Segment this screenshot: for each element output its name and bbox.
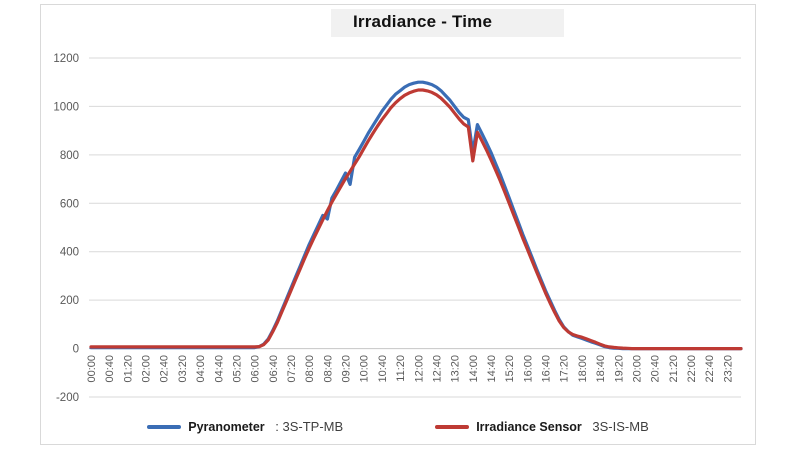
svg-text:16:00: 16:00	[522, 355, 534, 383]
svg-text:13:20: 13:20	[450, 355, 462, 383]
svg-text:04:00: 04:00	[195, 355, 207, 383]
svg-text:20:40: 20:40	[650, 355, 662, 383]
svg-text:02:40: 02:40	[159, 355, 171, 383]
svg-text:07:20: 07:20	[286, 355, 298, 383]
svg-text:06:40: 06:40	[268, 355, 280, 383]
legend-label-irradiance-sensor: Irradiance Sensor	[476, 419, 582, 434]
series-line-pyranometer	[89, 80, 743, 351]
title-highlight-band	[331, 9, 564, 37]
legend-label-pyranometer: Pyranometer	[188, 419, 265, 434]
svg-text:01:20: 01:20	[122, 355, 134, 383]
svg-text:22:40: 22:40	[704, 355, 716, 383]
svg-text:08:00: 08:00	[304, 355, 316, 383]
svg-text:21:20: 21:20	[668, 355, 680, 383]
svg-text:12:00: 12:00	[413, 355, 425, 383]
svg-text:200: 200	[60, 295, 79, 307]
svg-text:800: 800	[60, 150, 79, 162]
svg-text:18:40: 18:40	[595, 355, 607, 383]
svg-text:02:00: 02:00	[141, 355, 153, 383]
svg-text:23:20: 23:20	[722, 355, 734, 383]
svg-text:00:00: 00:00	[86, 355, 98, 383]
svg-text:15:20: 15:20	[504, 355, 516, 383]
legend-line-swatch-red	[435, 424, 470, 429]
svg-text:00:40: 00:40	[104, 355, 116, 383]
svg-text:22:00: 22:00	[686, 355, 698, 383]
legend-model-pyranometer: : 3S-TP-MB	[271, 419, 344, 434]
svg-text:-200: -200	[56, 392, 79, 404]
svg-text:04:40: 04:40	[213, 355, 225, 383]
legend-model-irradiance-sensor: 3S-IS-MB	[588, 419, 649, 434]
svg-text:600: 600	[60, 198, 79, 210]
gridlines	[89, 57, 741, 398]
y-axis-labels: -200 0 200 400 600 800 1000 1200	[53, 53, 79, 404]
svg-text:10:40: 10:40	[377, 355, 389, 383]
svg-text:06:00: 06:00	[250, 355, 262, 383]
chart-frame: Irradiance - Time -200 0 200 400 600 800 1000 1…	[40, 4, 756, 445]
plot-area: -200 0 200 400 600 800 1000 1200 00:00 00:40 01:20…	[53, 53, 743, 404]
svg-text:09:20: 09:20	[341, 355, 353, 383]
series-line-irradiance-sensor	[89, 88, 743, 351]
svg-text:05:20: 05:20	[232, 355, 244, 383]
svg-text:19:20: 19:20	[613, 355, 625, 383]
svg-text:17:20: 17:20	[559, 355, 571, 383]
legend-item-irradiance-sensor: Irradiance Sensor 3S-IS-MB	[435, 419, 649, 434]
x-axis-labels: 00:00 00:40 01:20 02:00 02:40 03:20 04:00 04:40…	[86, 355, 734, 383]
svg-text:1200: 1200	[53, 53, 79, 65]
svg-text:10:00: 10:00	[359, 355, 371, 383]
svg-text:11:20: 11:20	[395, 355, 407, 382]
svg-text:1000: 1000	[53, 101, 79, 113]
svg-text:03:20: 03:20	[177, 355, 189, 383]
svg-text:18:00: 18:00	[577, 355, 589, 383]
svg-text:14:40: 14:40	[486, 355, 498, 383]
svg-text:08:40: 08:40	[322, 355, 334, 383]
legend-item-pyranometer: Pyranometer : 3S-TP-MB	[147, 419, 343, 434]
svg-text:16:40: 16:40	[541, 355, 553, 383]
chart-title: Irradiance - Time	[353, 12, 493, 31]
legend: Pyranometer : 3S-TP-MB Irradiance Sensor…	[41, 419, 755, 434]
svg-text:0: 0	[73, 344, 79, 356]
svg-text:14:00: 14:00	[468, 355, 480, 383]
svg-text:12:40: 12:40	[432, 355, 444, 383]
svg-text:20:00: 20:00	[632, 355, 644, 383]
svg-text:400: 400	[60, 247, 79, 259]
legend-line-swatch-blue	[147, 424, 182, 429]
